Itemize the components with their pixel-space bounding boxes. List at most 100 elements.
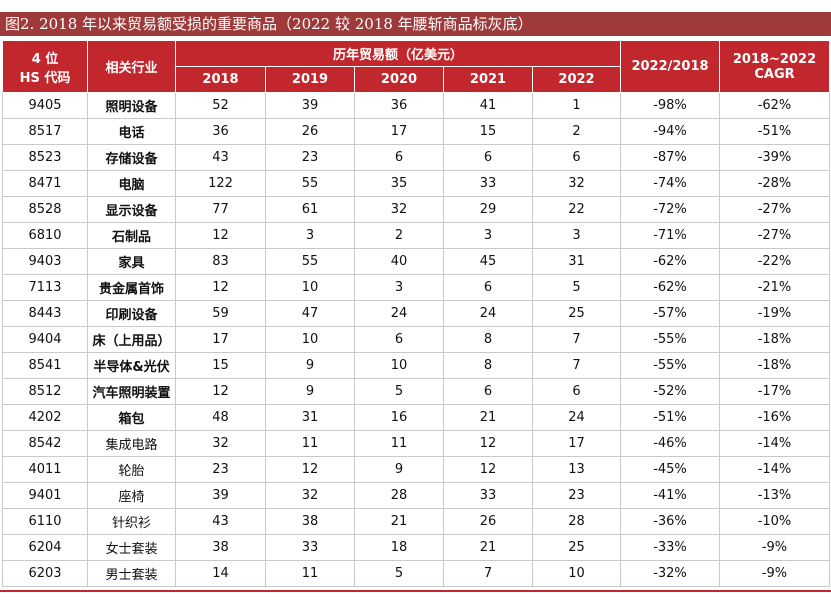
table-cell: 11 xyxy=(354,430,444,457)
table-cell: 2 xyxy=(532,118,621,145)
table-cell: 8528 xyxy=(2,196,88,223)
table-cell: -33% xyxy=(620,534,720,561)
table-cell: -41% xyxy=(620,482,720,509)
table-cell: 9404 xyxy=(2,326,88,353)
table-cell: 9 xyxy=(354,456,444,483)
table-cell: 11 xyxy=(265,560,355,587)
table-cell: 32 xyxy=(175,430,266,457)
group-header: 历年贸易额（亿美元） xyxy=(175,40,621,67)
table-cell: 7 xyxy=(532,352,621,379)
table-cell: 23 xyxy=(265,144,355,171)
table-row: 6810 石制品 12 3 2 3 3 -71% -27% xyxy=(2,222,830,249)
table-cell: -98% xyxy=(620,92,720,119)
table-cell: -46% xyxy=(620,430,720,457)
table-cell: -72% xyxy=(620,196,720,223)
header-row: 4 位 HS 代码 相关行业 历年贸易额（亿美元） 2022/2018 2018~2022… xyxy=(2,40,830,93)
table-cell: 男士套装 xyxy=(87,560,176,587)
table-cell: 电脑 xyxy=(87,170,176,197)
table-cell: 22 xyxy=(532,196,621,223)
table-cell: 23 xyxy=(532,482,621,509)
table-cell: 8541 xyxy=(2,352,88,379)
table-cell: -39% xyxy=(719,144,830,171)
figure-title: 图2. 2018 年以来贸易额受损的重要商品（2022 较 2018 年腰斩商品… xyxy=(0,12,831,36)
table-cell: 32 xyxy=(532,170,621,197)
table-cell: 33 xyxy=(265,534,355,561)
code-header-line: HS 代码 xyxy=(19,70,71,86)
table-cell: 座椅 xyxy=(87,482,176,509)
year-header: 2021 xyxy=(443,66,533,93)
year-header: 2018 xyxy=(175,66,266,93)
table-cell: -71% xyxy=(620,222,720,249)
year-header: 2019 xyxy=(265,66,355,93)
table-cell: 32 xyxy=(265,482,355,509)
table-cell: 10 xyxy=(265,274,355,301)
table-cell: 48 xyxy=(175,404,266,431)
table-row: 8542 集成电路 32 11 11 12 17 -46% -14% xyxy=(2,430,830,457)
table-cell: 16 xyxy=(354,404,444,431)
table-cell: 21 xyxy=(354,508,444,535)
table-cell: -51% xyxy=(620,404,720,431)
table-cell: 25 xyxy=(532,300,621,327)
table-row: 8512 汽车照明装置 12 9 5 6 6 -52% -17% xyxy=(2,378,830,405)
table-cell: 11 xyxy=(265,430,355,457)
table-cell: -94% xyxy=(620,118,720,145)
table-cell: 8471 xyxy=(2,170,88,197)
table-cell: -14% xyxy=(719,456,830,483)
table-cell: 52 xyxy=(175,92,266,119)
table-cell: 9405 xyxy=(2,92,88,119)
table-cell: -27% xyxy=(719,222,830,249)
table-cell: 3 xyxy=(354,274,444,301)
table-row: 9405 照明设备 52 39 36 41 1 -98% -62% xyxy=(2,92,830,119)
table-cell: 15 xyxy=(175,352,266,379)
table-cell: 21 xyxy=(443,534,533,561)
table-cell: 28 xyxy=(354,482,444,509)
table-cell: 9 xyxy=(265,352,355,379)
table-cell: 83 xyxy=(175,248,266,275)
table-cell: -36% xyxy=(620,508,720,535)
table-cell: 25 xyxy=(532,534,621,561)
industry-header: 相关行业 xyxy=(87,40,176,93)
table-cell: 电话 xyxy=(87,118,176,145)
table-cell: 半导体&光伏 xyxy=(87,352,176,379)
trade-table: 4 位 HS 代码 相关行业 历年贸易额（亿美元） 2022/2018 2018~2022… xyxy=(2,40,830,587)
table-cell: 9401 xyxy=(2,482,88,509)
table-cell: 21 xyxy=(443,404,533,431)
table-cell: 6 xyxy=(354,144,444,171)
table-cell: 32 xyxy=(354,196,444,223)
table-cell: -51% xyxy=(719,118,830,145)
table-cell: 26 xyxy=(443,508,533,535)
table-cell: 显示设备 xyxy=(87,196,176,223)
table-cell: -62% xyxy=(620,274,720,301)
table-cell: 12 xyxy=(175,274,266,301)
table-cell: 23 xyxy=(175,456,266,483)
table-cell: 77 xyxy=(175,196,266,223)
table-cell: 汽车照明装置 xyxy=(87,378,176,405)
table-cell: -62% xyxy=(719,92,830,119)
table-cell: 55 xyxy=(265,170,355,197)
table-cell: 31 xyxy=(265,404,355,431)
table-row: 8517 电话 36 26 17 15 2 -94% -51% xyxy=(2,118,830,145)
table-cell: 6810 xyxy=(2,222,88,249)
table-cell: -28% xyxy=(719,170,830,197)
table-cell: 12 xyxy=(443,430,533,457)
table-cell: 6 xyxy=(532,144,621,171)
table-cell: -19% xyxy=(719,300,830,327)
table-cell: 61 xyxy=(265,196,355,223)
table-cell: 石制品 xyxy=(87,222,176,249)
table-row: 8541 半导体&光伏 15 9 10 8 7 -55% -18% xyxy=(2,352,830,379)
table-cell: 10 xyxy=(532,560,621,587)
table-cell: -62% xyxy=(620,248,720,275)
table-cell: 6 xyxy=(532,378,621,405)
table-cell: 4011 xyxy=(2,456,88,483)
table-cell: 1 xyxy=(532,92,621,119)
cagr-header: 2018~2022 CAGR xyxy=(719,40,830,93)
table-cell: 12 xyxy=(175,222,266,249)
table-cell: 照明设备 xyxy=(87,92,176,119)
table-cell: 2 xyxy=(354,222,444,249)
table-row: 6204 女士套装 38 33 18 21 25 -33% -9% xyxy=(2,534,830,561)
table-cell: 12 xyxy=(175,378,266,405)
table-row: 8443 印刷设备 59 47 24 24 25 -57% -19% xyxy=(2,300,830,327)
table-row: 9403 家具 83 55 40 45 31 -62% -22% xyxy=(2,248,830,275)
table-cell: 59 xyxy=(175,300,266,327)
table-cell: 轮胎 xyxy=(87,456,176,483)
